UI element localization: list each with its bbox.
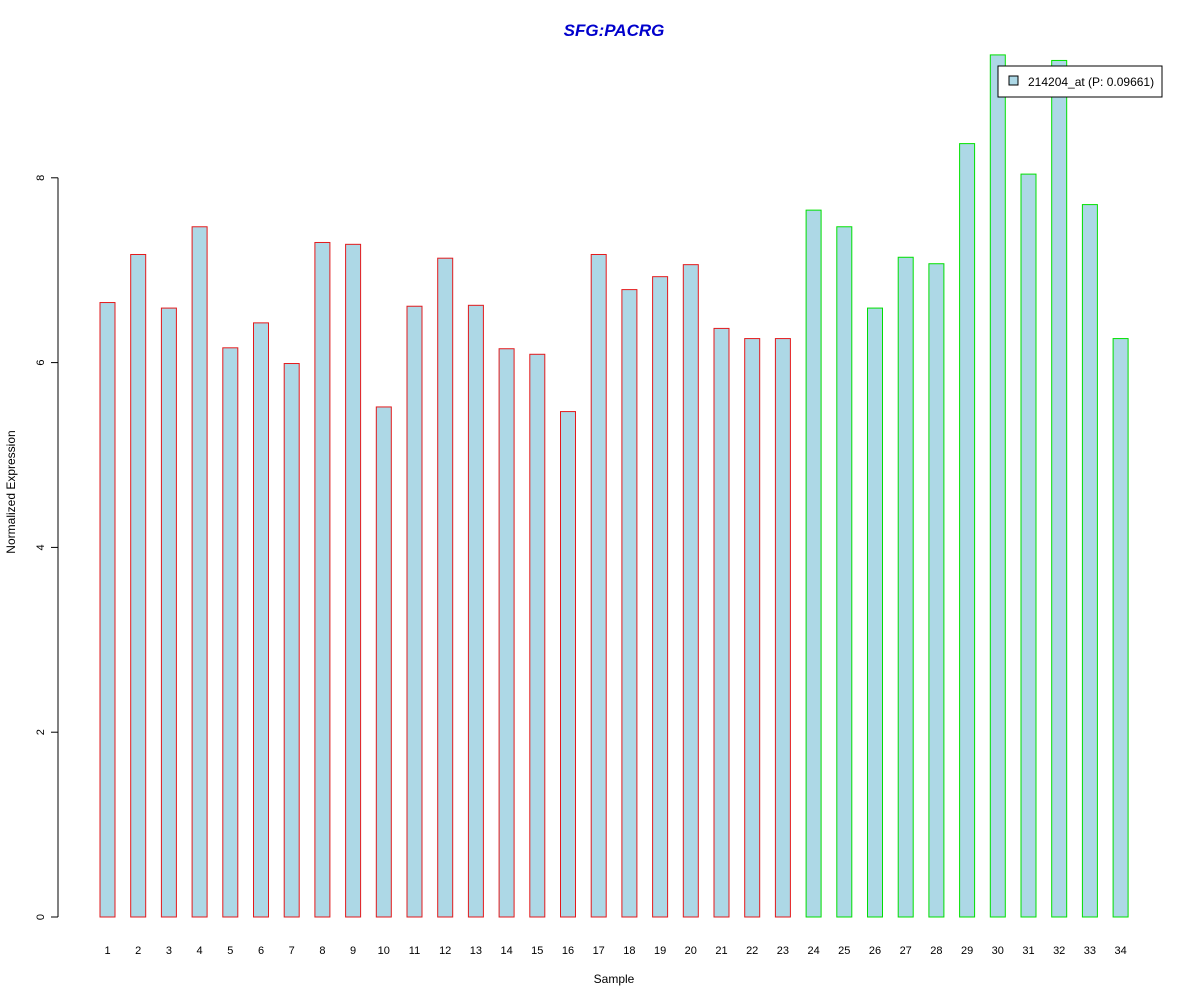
x-tick-label: 15 [531, 945, 543, 957]
bar [1051, 59, 1068, 918]
bar [713, 327, 730, 918]
bar [160, 307, 177, 918]
chart-title: SFG:PACRG [564, 21, 665, 40]
bar [345, 243, 362, 918]
x-tick-label: 21 [715, 945, 727, 957]
x-tick-label: 6 [258, 945, 264, 957]
bar [897, 256, 914, 918]
x-tick-label: 4 [197, 945, 203, 957]
x-tick-label: 22 [746, 945, 758, 957]
x-tick-label: 33 [1084, 945, 1096, 957]
y-axis: 0 2 4 6 8 [35, 175, 59, 920]
x-tick-label: 31 [1022, 945, 1034, 957]
x-tick-label: 27 [900, 945, 912, 957]
x-tick-label: 30 [992, 945, 1004, 957]
bar [529, 353, 546, 918]
legend-label: 214204_at (P: 0.09661) [1028, 75, 1154, 89]
bar [682, 264, 699, 918]
legend-box [997, 65, 1163, 98]
bar [222, 347, 239, 918]
bar [621, 289, 638, 918]
bar [959, 143, 976, 918]
bar [314, 241, 331, 918]
bar [1020, 173, 1037, 918]
bar [560, 411, 576, 918]
bar [652, 276, 669, 918]
y-tick-label: 0 [35, 914, 47, 920]
x-tick-label: 9 [350, 945, 356, 957]
bar [774, 338, 791, 918]
x-tick-label: 11 [409, 945, 420, 957]
bar [989, 54, 1006, 918]
bar [1081, 204, 1098, 918]
x-tick-label: 5 [227, 945, 233, 957]
bar [253, 322, 269, 918]
bar [283, 363, 300, 918]
y-tick-label: 4 [35, 544, 47, 550]
legend: 214204_at (P: 0.09661) [997, 65, 1163, 98]
x-tick-label: 23 [777, 945, 789, 957]
y-axis-label: Normalized Expression [4, 430, 18, 553]
x-tick-label: 8 [319, 945, 325, 957]
bar [498, 348, 515, 918]
bar [805, 209, 822, 918]
bar [867, 307, 883, 918]
bar [191, 226, 208, 918]
x-tick-labels: 1 2 3 4 5 6 7 8 9 10 11 12 13 14 15 16 17 18 19 20 21 22 23 24 2… [104, 945, 1126, 957]
bar [467, 304, 484, 918]
x-tick-label: 12 [439, 945, 451, 957]
x-tick-label: 7 [289, 945, 295, 957]
x-tick-label: 24 [807, 945, 819, 957]
bar [375, 406, 392, 918]
x-tick-label: 20 [685, 945, 697, 957]
bar [744, 338, 761, 918]
x-tick-label: 2 [135, 945, 141, 957]
bar [99, 302, 116, 918]
x-tick-label: 28 [930, 945, 942, 957]
legend-swatch [1008, 75, 1019, 86]
x-tick-label: 1 [104, 945, 110, 957]
x-tick-label: 25 [838, 945, 850, 957]
x-tick-label: 29 [961, 945, 973, 957]
x-tick-label: 18 [623, 945, 635, 957]
x-tick-label: 13 [470, 945, 482, 957]
bar [437, 257, 454, 918]
y-tick-label: 8 [35, 175, 47, 181]
bars-group [99, 54, 1129, 918]
bar [590, 253, 607, 918]
x-tick-label: 16 [562, 945, 574, 957]
bar [406, 305, 423, 918]
x-tick-label: 19 [654, 945, 666, 957]
bar [928, 263, 945, 918]
x-tick-label: 26 [869, 945, 881, 957]
x-tick-label: 10 [378, 945, 390, 957]
x-tick-label: 14 [500, 945, 512, 957]
y-tick-label: 6 [35, 360, 47, 366]
bar [1112, 338, 1129, 918]
y-tick-label: 2 [35, 729, 47, 735]
x-axis-label: Sample [594, 972, 635, 986]
x-tick-label: 3 [166, 945, 172, 957]
x-tick-label: 34 [1114, 945, 1126, 957]
bar [130, 253, 147, 918]
x-tick-label: 17 [593, 945, 605, 957]
x-tick-label: 32 [1053, 945, 1065, 957]
bar [836, 226, 853, 918]
